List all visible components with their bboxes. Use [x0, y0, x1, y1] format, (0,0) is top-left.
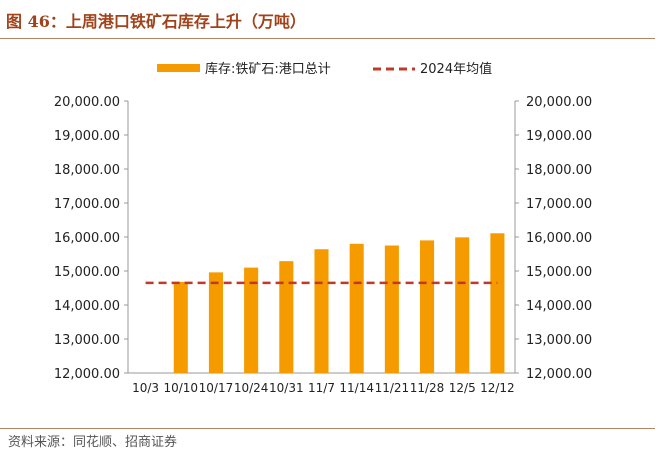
legend-bar-swatch [157, 64, 200, 72]
bar [314, 249, 329, 373]
bar [173, 281, 188, 373]
x-tick-label: 10/10 [163, 381, 198, 395]
y-tick-label-right: 19,000.00 [526, 129, 592, 144]
bar [244, 267, 259, 373]
x-tick-label: 10/31 [269, 381, 304, 395]
source-note: 资料来源：同花顺、招商证券 [8, 435, 178, 450]
x-ticks: 10/3 10/10 10/17 10/24 10/31 11/7 11/14 11/21 11… [132, 381, 515, 395]
y-tick-label-right: 20,000.00 [526, 95, 592, 110]
x-tick-label: 10/17 [199, 381, 234, 395]
chart-title: 图 46：上周港口铁矿石库存上升（万吨） [6, 12, 306, 31]
x-tick-label: 11/14 [339, 381, 374, 395]
x-tick-label: 10/24 [234, 381, 269, 395]
legend-avg-label: 2024年均值 [420, 61, 492, 77]
y-tick-label-left: 16,000.00 [54, 231, 120, 246]
y-tick-label-right: 13,000.00 [526, 333, 592, 348]
y-tick-label-left: 14,000.00 [54, 299, 120, 314]
y-tick-label-right: 15,000.00 [526, 265, 592, 280]
x-tick-label: 10/3 [132, 381, 159, 395]
y-tick-label-left: 13,000.00 [54, 333, 120, 348]
y-tick-label-right: 14,000.00 [526, 299, 592, 314]
legend: 库存:铁矿石:港口总计 2024年均值 [157, 61, 492, 77]
bar [455, 237, 470, 373]
y-tick-label-left: 18,000.00 [54, 163, 120, 178]
y-tick-label-right: 17,000.00 [526, 197, 592, 212]
bar [420, 240, 435, 373]
legend-bar-label: 库存:铁矿石:港口总计 [205, 61, 331, 77]
y-tick-label-left: 12,000.00 [54, 367, 120, 382]
y-ticks-right: 12,000.00 13,000.00 14,000.00 15,000.00 16,0… [515, 95, 592, 382]
x-tick-label: 12/5 [449, 381, 476, 395]
bar [349, 243, 364, 373]
y-tick-label-left: 20,000.00 [54, 95, 120, 110]
x-tick-label: 11/28 [410, 381, 445, 395]
y-tick-label-right: 18,000.00 [526, 163, 592, 178]
bar [384, 245, 399, 373]
y-ticks-left: 12,000.00 13,000.00 14,000.00 15,000.00 16,0… [54, 95, 128, 382]
bar [279, 261, 294, 373]
x-tick-label: 11/21 [375, 381, 410, 395]
title-divider [0, 38, 655, 39]
y-tick-label-right: 16,000.00 [526, 231, 592, 246]
y-tick-label-left: 19,000.00 [54, 129, 120, 144]
y-tick-label-right: 12,000.00 [526, 367, 592, 382]
bar [208, 272, 223, 373]
bar-series [173, 233, 505, 373]
y-tick-label-left: 17,000.00 [54, 197, 120, 212]
x-tick-label: 12/12 [480, 381, 515, 395]
x-tick-label: 11/7 [308, 381, 335, 395]
bar [490, 233, 505, 373]
footer-divider [0, 428, 655, 429]
y-tick-label-left: 15,000.00 [54, 265, 120, 280]
